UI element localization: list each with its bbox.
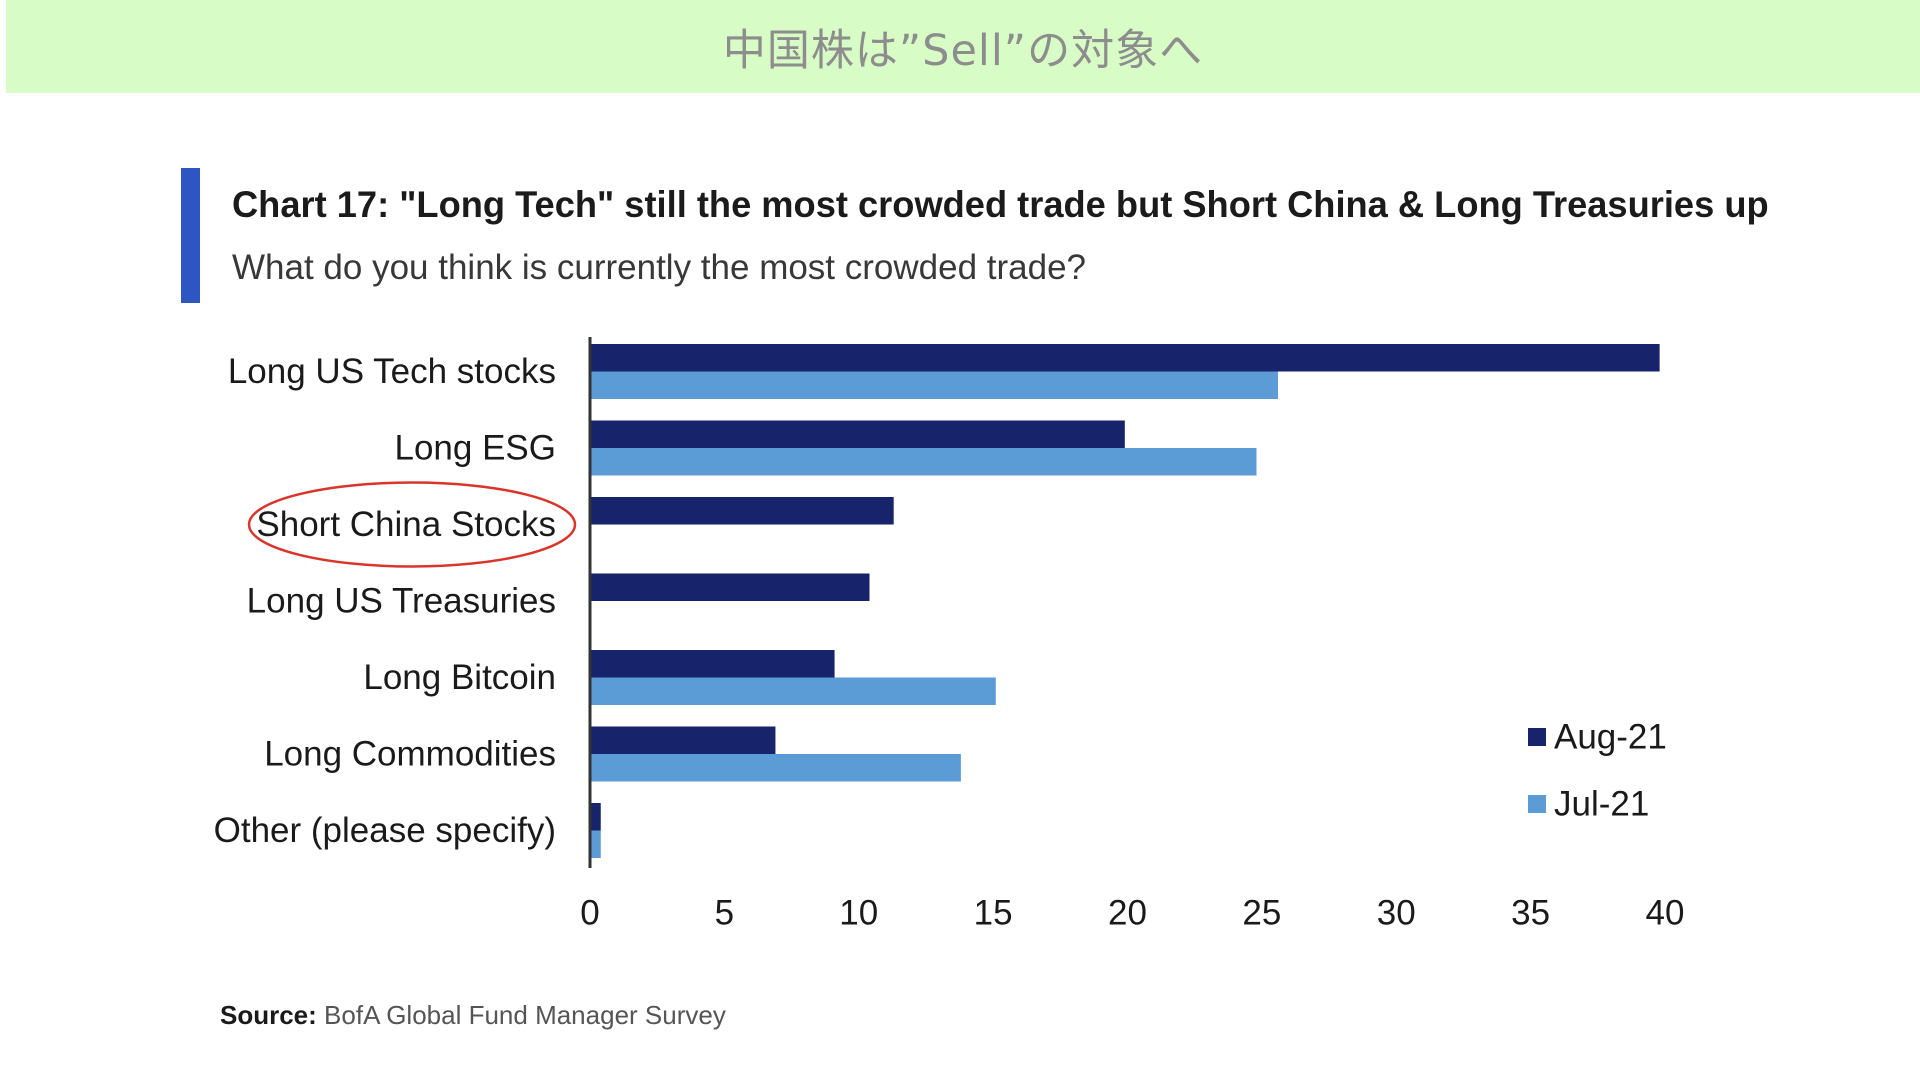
bar-aug-21-other-please-specify <box>590 803 601 831</box>
category-label-long-bitcoin: Long Bitcoin <box>363 658 556 697</box>
legend-label-jul-21: Jul-21 <box>1554 785 1649 824</box>
banner-title: 中国株は”Sell”の対象へ <box>722 25 1204 76</box>
bar-jul-21-long-esg <box>590 448 1257 476</box>
x-tick-label-40: 40 <box>1646 894 1685 933</box>
bar-jul-21-long-us-tech-stocks <box>590 371 1278 399</box>
chart-title: Chart 17: "Long Tech" still the most cro… <box>232 184 1769 225</box>
legend-label-aug-21: Aug-21 <box>1554 718 1667 757</box>
category-label-long-esg: Long ESG <box>395 429 557 468</box>
x-tick-label-5: 5 <box>715 894 734 933</box>
source-label: Source: <box>220 1000 317 1030</box>
x-tick-label-25: 25 <box>1242 894 1281 933</box>
category-label-long-us-treasuries: Long US Treasuries <box>247 582 556 621</box>
chart-subtitle: What do you think is currently the most … <box>232 248 1087 287</box>
legend-swatch-jul-21 <box>1528 795 1546 813</box>
x-tick-label-0: 0 <box>580 894 599 933</box>
bar-jul-21-long-bitcoin <box>590 677 996 705</box>
category-label-short-china-stocks: Short China Stocks <box>256 505 556 544</box>
bar-aug-21-short-china-stocks <box>590 497 894 525</box>
source-note: Source: BofA Global Fund Manager Survey <box>220 1000 726 1031</box>
x-tick-label-20: 20 <box>1108 894 1147 933</box>
category-label-long-us-tech-stocks: Long US Tech stocks <box>228 352 556 391</box>
x-tick-label-30: 30 <box>1377 894 1416 933</box>
legend-swatch-aug-21 <box>1528 728 1546 746</box>
bar-aug-21-long-us-tech-stocks <box>590 344 1660 372</box>
bar-aug-21-long-bitcoin <box>590 650 835 678</box>
x-tick-label-10: 10 <box>839 894 878 933</box>
bar-aug-21-long-us-treasuries <box>590 573 870 601</box>
source-text: BofA Global Fund Manager Survey <box>324 1000 726 1030</box>
x-tick-label-15: 15 <box>974 894 1013 933</box>
x-tick-label-35: 35 <box>1511 894 1550 933</box>
bar-jul-21-other-please-specify <box>590 830 601 858</box>
bar-jul-21-long-commodities <box>590 754 961 782</box>
bar-aug-21-long-commodities <box>590 726 776 754</box>
category-label-long-commodities: Long Commodities <box>264 735 556 774</box>
bar-aug-21-long-esg <box>590 420 1125 448</box>
header-banner: 中国株は”Sell”の対象へ <box>6 0 1920 93</box>
highlight-ellipse <box>247 481 577 568</box>
category-label-other-please-specify: Other (please specify) <box>214 811 556 850</box>
title-accent-bar <box>181 168 200 303</box>
